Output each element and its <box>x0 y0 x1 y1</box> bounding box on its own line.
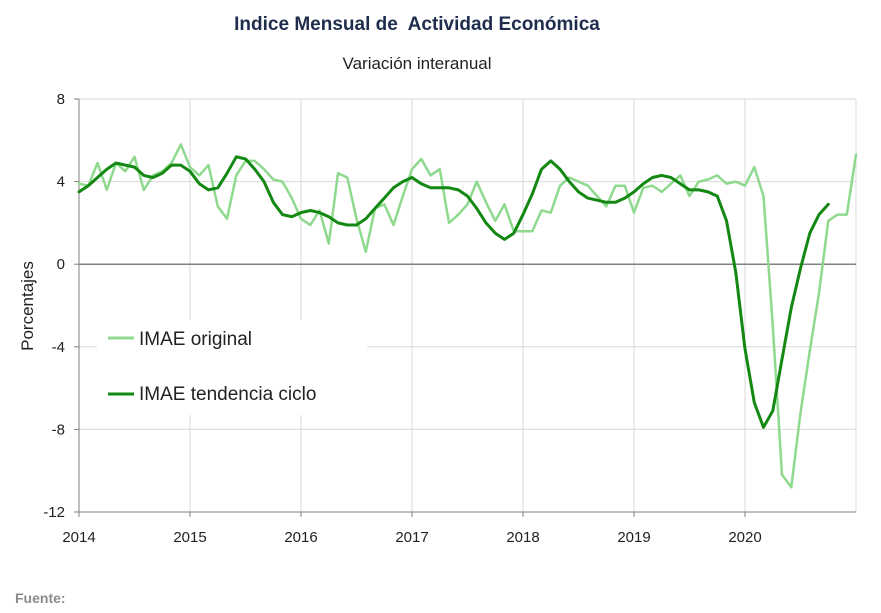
x-tick-label: 2014 <box>62 529 95 546</box>
x-tick-label: 2017 <box>395 529 428 546</box>
y-tick-label: -4 <box>52 339 65 356</box>
legend-box <box>97 320 367 415</box>
y-tick-label: 4 <box>57 174 65 191</box>
legend-label-trend: IMAE tendencia ciclo <box>139 384 316 405</box>
legend: IMAE original IMAE tendencia ciclo <box>97 320 367 415</box>
chart-subtitle: Variación interanual <box>342 54 492 73</box>
y-tick-label: -12 <box>43 504 65 521</box>
axes: 8 4 0 -4 -8 -12 2014 2015 2016 2017 2018 2019 2020 <box>43 91 856 546</box>
gridlines <box>79 98 857 513</box>
series-line-original <box>77 143 858 489</box>
x-tick-label: 2020 <box>728 529 761 546</box>
legend-label-original: IMAE original <box>139 329 252 350</box>
x-tick-label: 2018 <box>506 529 539 546</box>
chart-title: Indice Mensual de Actividad Económica <box>234 14 600 35</box>
y-tick-label: -8 <box>52 421 65 438</box>
y-axis-label: Porcentajes <box>18 261 37 351</box>
x-tick-label: 2015 <box>173 529 206 546</box>
x-tick-label: 2019 <box>617 529 650 546</box>
series-lines <box>77 143 858 489</box>
y-tick-label: 8 <box>57 91 65 108</box>
source-note: Fuente: <box>15 590 66 606</box>
y-tick-label: 0 <box>57 256 65 273</box>
x-tick-label: 2016 <box>284 529 317 546</box>
series-line-trend <box>77 155 830 429</box>
